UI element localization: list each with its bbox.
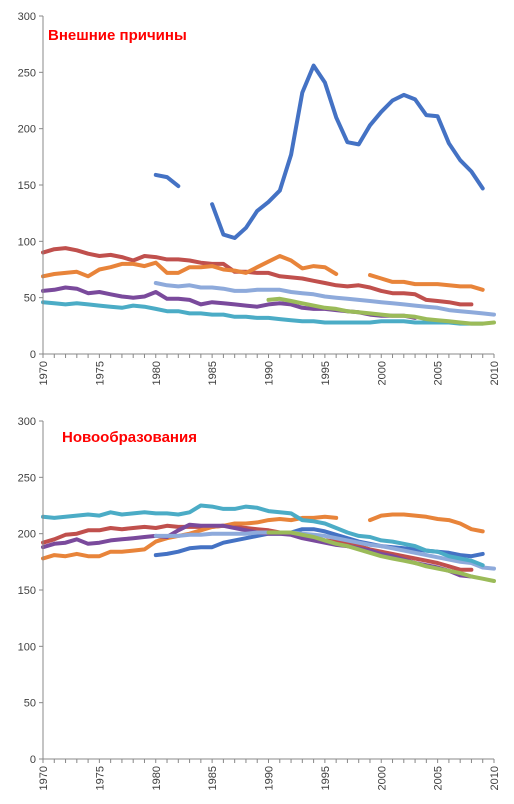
y-tick-label: 50	[24, 698, 36, 710]
x-tick-label: 2000	[376, 361, 388, 385]
x-axis-ticks: 1970 1975 1980 1985 1990 1995 2000 2005 2010	[38, 354, 501, 385]
x-tick-label: 2010	[489, 766, 501, 790]
y-tick-label: 250	[18, 67, 36, 79]
x-tick-label: 1970	[38, 361, 50, 385]
y-tick-label: 200	[18, 529, 36, 541]
x-tick-label: 1970	[38, 766, 50, 790]
x-tick-label: 2005	[433, 361, 445, 385]
x-tick-label: 1975	[94, 361, 106, 385]
series-line-1	[41, 246, 474, 307]
x-tick-label: 1990	[264, 766, 276, 790]
axes	[42, 421, 494, 760]
series-line-4	[153, 281, 496, 317]
y-tick-label: 0	[30, 349, 36, 361]
y-tick-label: 50	[24, 293, 36, 305]
x-tick-label: 2010	[489, 361, 501, 385]
x-tick-label: 1975	[94, 766, 106, 790]
x-tick-label: 1990	[264, 361, 276, 385]
y-tick-label: 150	[18, 180, 36, 192]
y-tick-label: 300	[18, 416, 36, 428]
y-tick-label: 250	[18, 472, 36, 484]
x-tick-label: 1980	[151, 766, 163, 790]
series-layer	[41, 503, 496, 583]
x-tick-label: 1980	[151, 361, 163, 385]
x-axis-ticks: 1970 1975 1980 1985 1990 1995 2000 2005 2010	[38, 759, 501, 790]
series-line-1	[41, 523, 474, 572]
chart-title: Внешние причины	[48, 27, 187, 44]
y-tick-label: 100	[18, 641, 36, 653]
series-line-5	[41, 503, 485, 568]
y-tick-label: 150	[18, 585, 36, 597]
x-tick-label: 1985	[207, 361, 219, 385]
x-tick-label: 2000	[376, 766, 388, 790]
series-line-4	[153, 530, 496, 571]
series-layer	[41, 63, 496, 326]
x-tick-label: 1995	[320, 766, 332, 790]
chart-title: Новообразования	[62, 429, 197, 446]
x-tick-label: 1985	[207, 766, 219, 790]
y-tick-label: 0	[30, 754, 36, 766]
y-tick-label: 100	[18, 236, 36, 248]
y-tick-label: 300	[18, 11, 36, 23]
series-line-5	[41, 300, 485, 326]
x-tick-label: 1995	[320, 361, 332, 385]
series-line-6	[266, 530, 496, 583]
y-tick-label: 200	[18, 124, 36, 136]
x-tick-label: 2005	[433, 766, 445, 790]
y-axis-ticks: 0 50 100 150 200 250 300	[18, 416, 43, 766]
series-line-0	[153, 63, 485, 240]
series-line-6	[266, 296, 496, 326]
y-axis-ticks: 0 50 100 150 200 250 300	[18, 11, 43, 361]
series-line-2	[41, 254, 485, 292]
